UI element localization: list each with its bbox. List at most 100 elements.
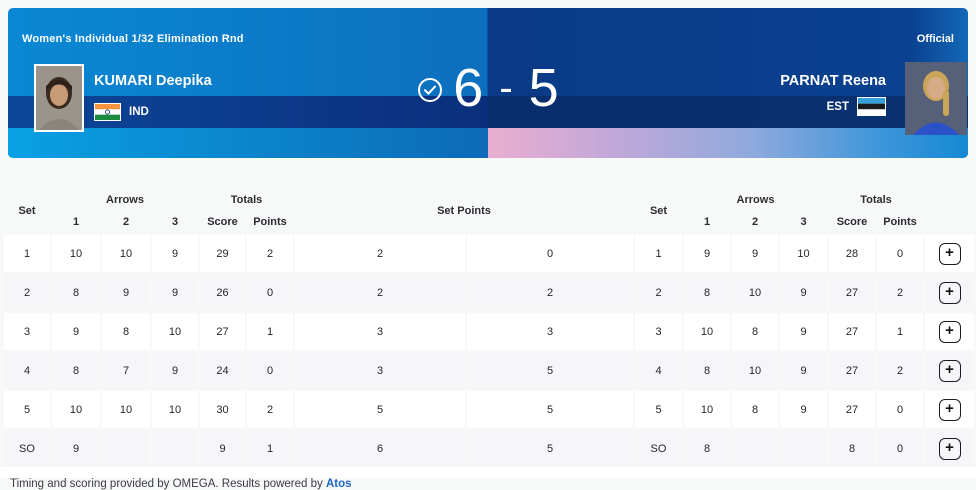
set-row-5: 5 10 10 10 30 2 5 5 5 10 8 9 27 0 +	[4, 391, 974, 428]
totals-label-left: Totals	[230, 194, 263, 206]
expand-set-details-button[interactable]: +	[938, 437, 961, 460]
arrow2-value-left: 10	[102, 391, 150, 428]
cumulative-set-points-left: 5	[295, 391, 465, 428]
add-cell: +	[925, 391, 974, 428]
arrow1-header-right: 1	[703, 216, 711, 228]
set-points-value-left: 2	[247, 391, 293, 428]
arrow1-header-left: 1	[72, 216, 80, 228]
score-header-right: Score	[836, 216, 868, 228]
set-points-value-left: 2	[247, 235, 293, 272]
set-row-4: 4 8 7 9 24 0 3 5 4 8 10 9 27 2 +	[4, 352, 974, 389]
set-number-right: 4	[635, 352, 682, 389]
set-row-2: 2 8 9 9 26 0 2 2 2 8 10 9 27 2 +	[4, 274, 974, 311]
arrow2-value-left: 10	[102, 235, 150, 272]
arrow1-value-left: 10	[52, 391, 100, 428]
points-header-left: Points	[253, 216, 287, 228]
set-number-right: 3	[635, 313, 682, 350]
column-header-set-left: Set	[18, 205, 36, 217]
scoreboard-column-headers: Set Arrows 1 2 3 Totals Score Points Set…	[4, 189, 974, 233]
set-number-left: 5	[4, 391, 50, 428]
set-score-left: 24	[200, 352, 245, 389]
arrow3-header-right: 3	[800, 216, 807, 228]
set-score-right: 27	[829, 352, 875, 389]
set-row-1: 1 10 10 9 29 2 2 0 1 9 9 10 28 0 +	[4, 235, 974, 272]
arrow3-value-left: 9	[152, 352, 198, 389]
noc-row-left: IND	[94, 103, 149, 121]
add-cell: +	[925, 313, 974, 350]
set-points-value-right: 2	[877, 352, 923, 389]
column-group-arrows-right: Arrows 1 2 3	[684, 189, 827, 233]
arrow2-value-left: 7	[102, 352, 150, 389]
column-group-arrows-left: Arrows 1 2 3	[52, 189, 198, 233]
set-score-right: 27	[829, 313, 875, 350]
arrow1-value-left: 9	[52, 313, 100, 350]
status-official-label: Official	[916, 33, 954, 45]
set-points-value-right: 0	[877, 235, 923, 272]
athlete-block-right: PARNAT Reena EST	[780, 73, 886, 116]
arrow2-value-right: 8	[732, 391, 778, 428]
set-points-value-left: 1	[247, 313, 293, 350]
set-score-left: 9	[200, 430, 245, 467]
arrow2-header-right: 2	[751, 216, 759, 228]
score-right: 5	[528, 58, 559, 118]
arrows-label-left: Arrows	[106, 194, 144, 206]
set-points-value-left: 0	[247, 274, 293, 311]
cumulative-set-points-right: 5	[467, 391, 633, 428]
set-number-left: 2	[4, 274, 50, 311]
athlete-name-left: KUMARI Deepika	[94, 73, 212, 89]
arrow3-value-left: 9	[152, 235, 198, 272]
set-score-left: 30	[200, 391, 245, 428]
expand-set-details-button[interactable]: +	[938, 398, 961, 421]
set-points-value-left: 0	[247, 352, 293, 389]
set-number-right: 2	[635, 274, 682, 311]
set-points-value-left: 1	[247, 430, 293, 467]
cumulative-set-points-right: 0	[467, 235, 633, 272]
add-cell: +	[925, 235, 974, 272]
score-separator: -	[499, 66, 513, 110]
expand-set-details-button[interactable]: +	[938, 359, 961, 382]
athlete-name-right: PARNAT Reena	[780, 73, 886, 89]
arrow3-value-right: 9	[780, 313, 827, 350]
set-points-value-right: 1	[877, 313, 923, 350]
set-points-value-right: 0	[877, 430, 923, 467]
add-cell: +	[925, 430, 974, 467]
event-title: Women's Individual 1/32 Elimination Rnd	[22, 33, 244, 45]
set-score-right: 27	[829, 274, 875, 311]
expand-set-details-button[interactable]: +	[938, 320, 961, 343]
cumulative-set-points-left: 6	[295, 430, 465, 467]
set-score-right: 28	[829, 235, 875, 272]
footer-credit: Timing and scoring provided by OMEGA. Re…	[10, 478, 352, 490]
cumulative-set-points-left: 3	[295, 352, 465, 389]
add-cell: +	[925, 352, 974, 389]
arrow1-value-right: 10	[684, 313, 730, 350]
arrow1-value-right: 9	[684, 235, 730, 272]
arrow2-value-right: 10	[732, 274, 778, 311]
footer-brand: Atos	[325, 478, 352, 490]
arrow3-value-right	[780, 430, 827, 467]
arrow1-value-right: 10	[684, 391, 730, 428]
arrow3-value-right: 10	[780, 235, 827, 272]
arrow3-value-right: 9	[780, 274, 827, 311]
set-number-right: 5	[635, 391, 682, 428]
column-header-set-points: Set Points	[437, 205, 491, 217]
cumulative-set-points-left: 2	[295, 274, 465, 311]
set-number-right: 1	[635, 235, 682, 272]
arrow3-value-left: 9	[152, 274, 198, 311]
expand-set-details-button[interactable]: +	[938, 242, 961, 265]
totals-label-right: Totals	[860, 194, 892, 206]
expand-set-details-button[interactable]: +	[938, 281, 961, 304]
noc-row-right: EST	[827, 97, 886, 116]
cumulative-set-points-right: 2	[467, 274, 633, 311]
column-group-totals-right: Totals Score Points	[829, 189, 923, 233]
arrow1-value-left: 9	[52, 430, 100, 467]
scoreboard: Set Arrows 1 2 3 Totals Score Points Set…	[4, 189, 974, 469]
athlete-photo-left	[34, 64, 84, 132]
score-left: 6	[453, 58, 484, 118]
set-row-3: 3 9 8 10 27 1 3 3 3 10 8 9 27 1 +	[4, 313, 974, 350]
set-row-SO: SO 9 9 1 6 5 SO 8 8 0 +	[4, 430, 974, 467]
arrow1-value-left: 8	[52, 274, 100, 311]
arrow3-value-left: 10	[152, 313, 198, 350]
table-footer-bar	[0, 467, 976, 478]
footer-credit-text: Timing and scoring provided by OMEGA. Re…	[10, 478, 326, 490]
